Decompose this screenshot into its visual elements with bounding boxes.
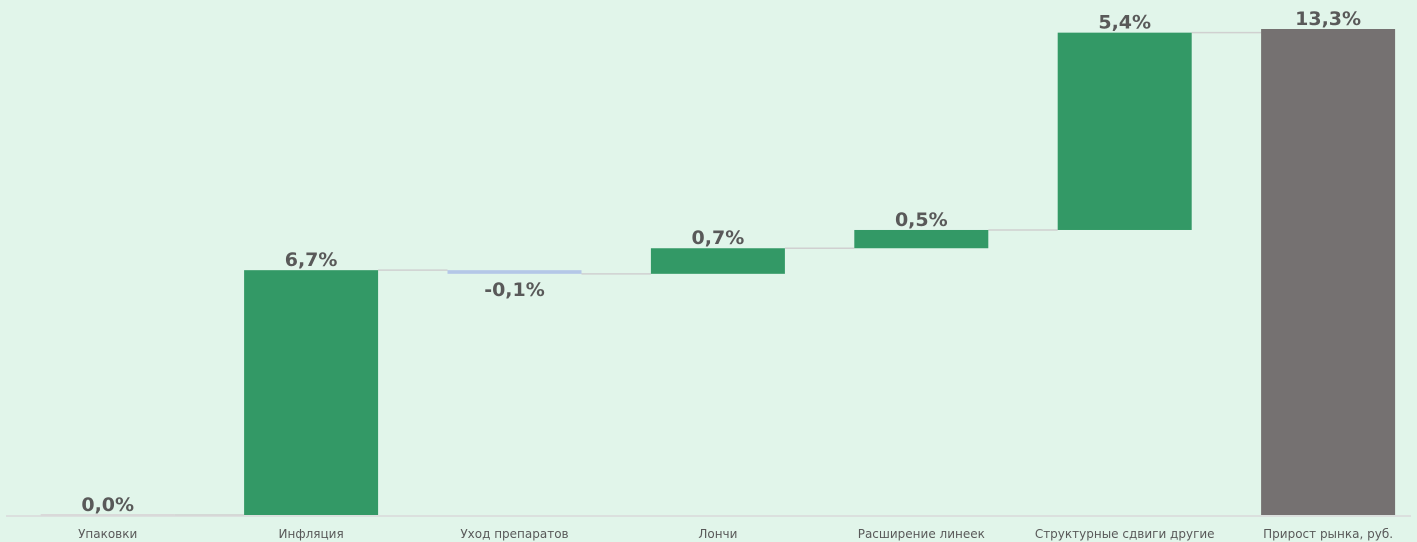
category-label: Расширение линеек	[858, 527, 985, 541]
value-label: 5,4%	[1098, 12, 1151, 34]
category-label: Структурные сдвиги другие	[1035, 527, 1215, 541]
value-label: 0,5%	[895, 209, 948, 231]
value-labels: 0,0% 6,7% -0,1% 0,7% 0,5% 5,4% 13,3%	[81, 8, 1361, 516]
category-label: Уход препаратов	[460, 527, 568, 541]
value-label: 13,3%	[1295, 8, 1361, 30]
category-label: Лончи	[698, 527, 737, 541]
value-label: 0,7%	[692, 227, 745, 249]
bar-1	[40, 514, 175, 516]
value-label: 0,0%	[81, 494, 134, 516]
bar-6	[1057, 32, 1192, 230]
category-label: Прирост рынка, руб.	[1263, 527, 1393, 541]
value-label: 6,7%	[285, 249, 338, 271]
value-label: -0,1%	[484, 279, 545, 301]
category-label: Инфляция	[279, 527, 344, 541]
connector-lines	[174, 31, 1262, 516]
bars	[40, 29, 1396, 516]
bar-3	[447, 270, 582, 274]
category-label: Упаковки	[78, 527, 137, 541]
category-labels: Упаковки Инфляция Уход препаратов Лончи Расш…	[78, 527, 1393, 541]
bar-5	[854, 229, 989, 249]
bar-4	[650, 248, 785, 274]
bar-2	[244, 270, 379, 515]
bar-7	[1261, 29, 1396, 515]
